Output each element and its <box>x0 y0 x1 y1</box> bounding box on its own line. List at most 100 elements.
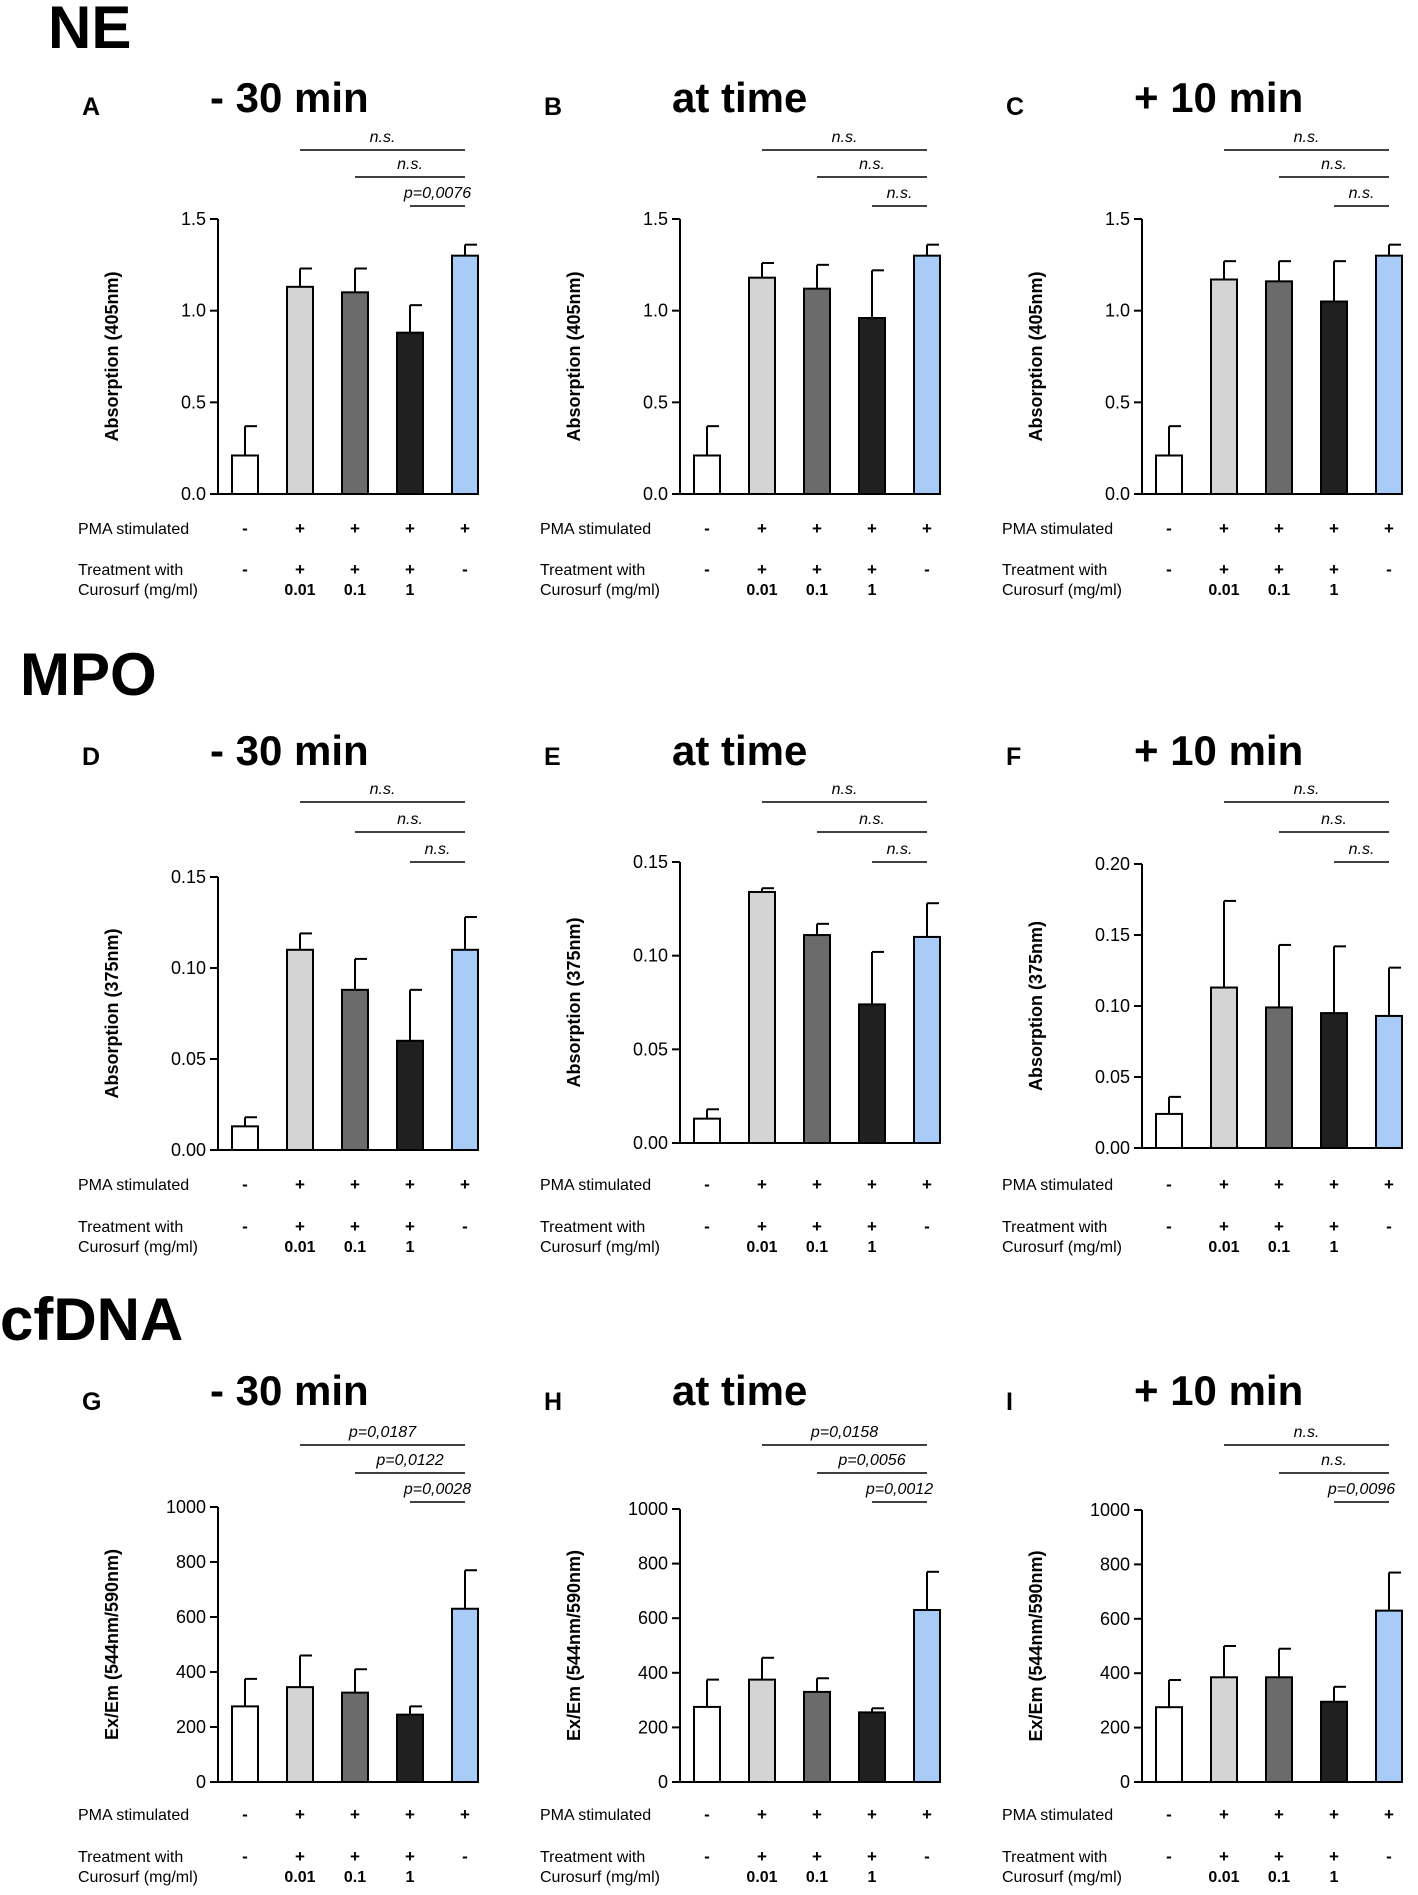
sig-label-c-1: n.s. <box>1321 156 1347 173</box>
bar-d-4 <box>451 948 479 1151</box>
sig-label-d-0: n.s. <box>370 781 396 798</box>
sig-label-b-1: n.s. <box>859 156 885 173</box>
y-tick-label-h-4: 800 <box>638 1554 668 1574</box>
y-tick-label-i-3: 600 <box>1100 1609 1130 1629</box>
panel-title-f: + 10 min <box>1134 727 1303 774</box>
treat-sign-f-1: + <box>1219 1217 1229 1236</box>
concentration-f-2: 0.1 <box>1268 1239 1290 1256</box>
bar-c-1 <box>1210 278 1238 495</box>
y-tick-label-f-0: 0.00 <box>1095 1138 1130 1158</box>
section-title-cfdna: cfDNA <box>0 1286 183 1353</box>
concentration-i-1: 0.01 <box>1208 1869 1239 1886</box>
pma-sign-f-2: + <box>1274 1175 1284 1194</box>
y-tick-label-e-2: 0.10 <box>633 946 668 966</box>
y-tick-label-b-3: 1.5 <box>643 209 668 229</box>
y-axis-label-f: Absorption (375nm) <box>1026 921 1046 1091</box>
treat-sign-h-3: + <box>867 1847 877 1866</box>
panel-title-b: at time <box>672 74 807 121</box>
bar-b-1 <box>748 276 776 495</box>
pma-sign-e-2: + <box>812 1175 822 1194</box>
concentration-a-3: 1 <box>406 582 415 599</box>
row-label-pma-h: PMA stimulated <box>540 1807 651 1824</box>
concentration-d-1: 0.01 <box>284 1239 315 1256</box>
row-label-treat2-d: Curosurf (mg/ml) <box>78 1239 198 1256</box>
pma-sign-g-2: + <box>350 1805 360 1824</box>
concentration-f-1: 0.01 <box>1208 1239 1239 1256</box>
bar-i-1 <box>1210 1676 1238 1784</box>
treat-sign-e-4: - <box>924 1217 930 1236</box>
treat-sign-g-3: + <box>405 1847 415 1866</box>
panels-group: A - 30 min Absorption (405nm) 0.0 0.5 1.0 1.5 n… <box>78 74 1403 1886</box>
pma-sign-h-0: - <box>704 1805 710 1824</box>
treat-sign-b-0: - <box>704 560 710 579</box>
panel-i: I + 10 min Ex/Em (544nm/590nm) 0 200 400 600 80… <box>1002 1367 1403 1886</box>
sig-label-i-2: p=0,0096 <box>1327 1481 1395 1498</box>
y-tick-label-b-1: 0.5 <box>643 392 668 412</box>
y-tick-label-g-3: 600 <box>176 1607 206 1627</box>
pma-sign-c-3: + <box>1329 519 1339 538</box>
row-label-pma-c: PMA stimulated <box>1002 521 1113 538</box>
concentration-a-1: 0.01 <box>284 582 315 599</box>
treat-sign-i-1: + <box>1219 1847 1229 1866</box>
pma-sign-i-1: + <box>1219 1805 1229 1824</box>
y-axis-label-c: Absorption (405nm) <box>1026 271 1046 441</box>
row-label-pma-i: PMA stimulated <box>1002 1807 1113 1824</box>
treat-sign-h-0: - <box>704 1847 710 1866</box>
treat-sign-c-1: + <box>1219 560 1229 579</box>
row-label-treat1-a: Treatment with <box>78 562 183 579</box>
y-tick-label-c-1: 0.5 <box>1105 392 1130 412</box>
concentration-b-2: 0.1 <box>806 582 828 599</box>
y-tick-label-d-2: 0.10 <box>171 958 206 978</box>
y-axis-label-d: Absorption (375nm) <box>102 928 122 1098</box>
bar-e-4 <box>913 935 941 1145</box>
section-title-ne: NE <box>48 0 131 61</box>
y-tick-label-a-2: 1.0 <box>181 301 206 321</box>
panel-letter-d: D <box>82 743 100 771</box>
treat-sign-f-4: - <box>1386 1217 1392 1236</box>
panel-g: G - 30 min Ex/Em (544nm/590nm) 0 200 400 600 80… <box>78 1367 479 1886</box>
pma-sign-i-2: + <box>1274 1805 1284 1824</box>
y-tick-label-i-0: 0 <box>1120 1772 1130 1792</box>
treat-sign-f-3: + <box>1329 1217 1339 1236</box>
sig-label-f-1: n.s. <box>1321 811 1347 828</box>
pma-sign-i-3: + <box>1329 1805 1339 1824</box>
y-axis-label-e: Absorption (375nm) <box>564 917 584 1087</box>
row-label-treat1-e: Treatment with <box>540 1219 645 1236</box>
panel-letter-e: E <box>544 743 561 771</box>
sig-label-a-1: n.s. <box>397 156 423 173</box>
row-label-treat2-g: Curosurf (mg/ml) <box>78 1869 198 1886</box>
bar-f-0 <box>1155 1112 1183 1150</box>
pma-sign-h-2: + <box>812 1805 822 1824</box>
y-axis-label-g: Ex/Em (544nm/590nm) <box>102 1549 122 1740</box>
y-tick-label-d-1: 0.05 <box>171 1049 206 1069</box>
y-tick-label-a-1: 0.5 <box>181 392 206 412</box>
sig-label-e-1: n.s. <box>859 811 885 828</box>
bar-i-2 <box>1265 1676 1293 1784</box>
bar-b-3 <box>858 317 886 495</box>
bar-i-3 <box>1320 1700 1348 1784</box>
pma-sign-d-1: + <box>295 1175 305 1194</box>
treat-sign-e-2: + <box>812 1217 822 1236</box>
concentration-e-1: 0.01 <box>746 1239 777 1256</box>
treat-sign-b-4: - <box>924 560 930 579</box>
bar-c-2 <box>1265 280 1293 496</box>
concentration-h-2: 0.1 <box>806 1869 828 1886</box>
y-tick-label-e-0: 0.00 <box>633 1133 668 1153</box>
row-label-treat1-i: Treatment with <box>1002 1849 1107 1866</box>
pma-sign-c-4: + <box>1384 519 1394 538</box>
bar-g-0 <box>231 1705 259 1783</box>
treat-sign-b-2: + <box>812 560 822 579</box>
pma-sign-c-1: + <box>1219 519 1229 538</box>
concentration-h-1: 0.01 <box>746 1869 777 1886</box>
y-tick-label-h-2: 400 <box>638 1663 668 1683</box>
bar-d-3 <box>396 1039 424 1152</box>
bar-a-4 <box>451 254 479 495</box>
bar-h-2 <box>803 1690 831 1784</box>
panel-title-a: - 30 min <box>210 74 369 121</box>
concentration-i-2: 0.1 <box>1268 1869 1290 1886</box>
panel-title-e: at time <box>672 727 807 774</box>
bar-g-3 <box>396 1713 424 1783</box>
row-label-treat1-b: Treatment with <box>540 562 645 579</box>
row-label-pma-b: PMA stimulated <box>540 521 651 538</box>
